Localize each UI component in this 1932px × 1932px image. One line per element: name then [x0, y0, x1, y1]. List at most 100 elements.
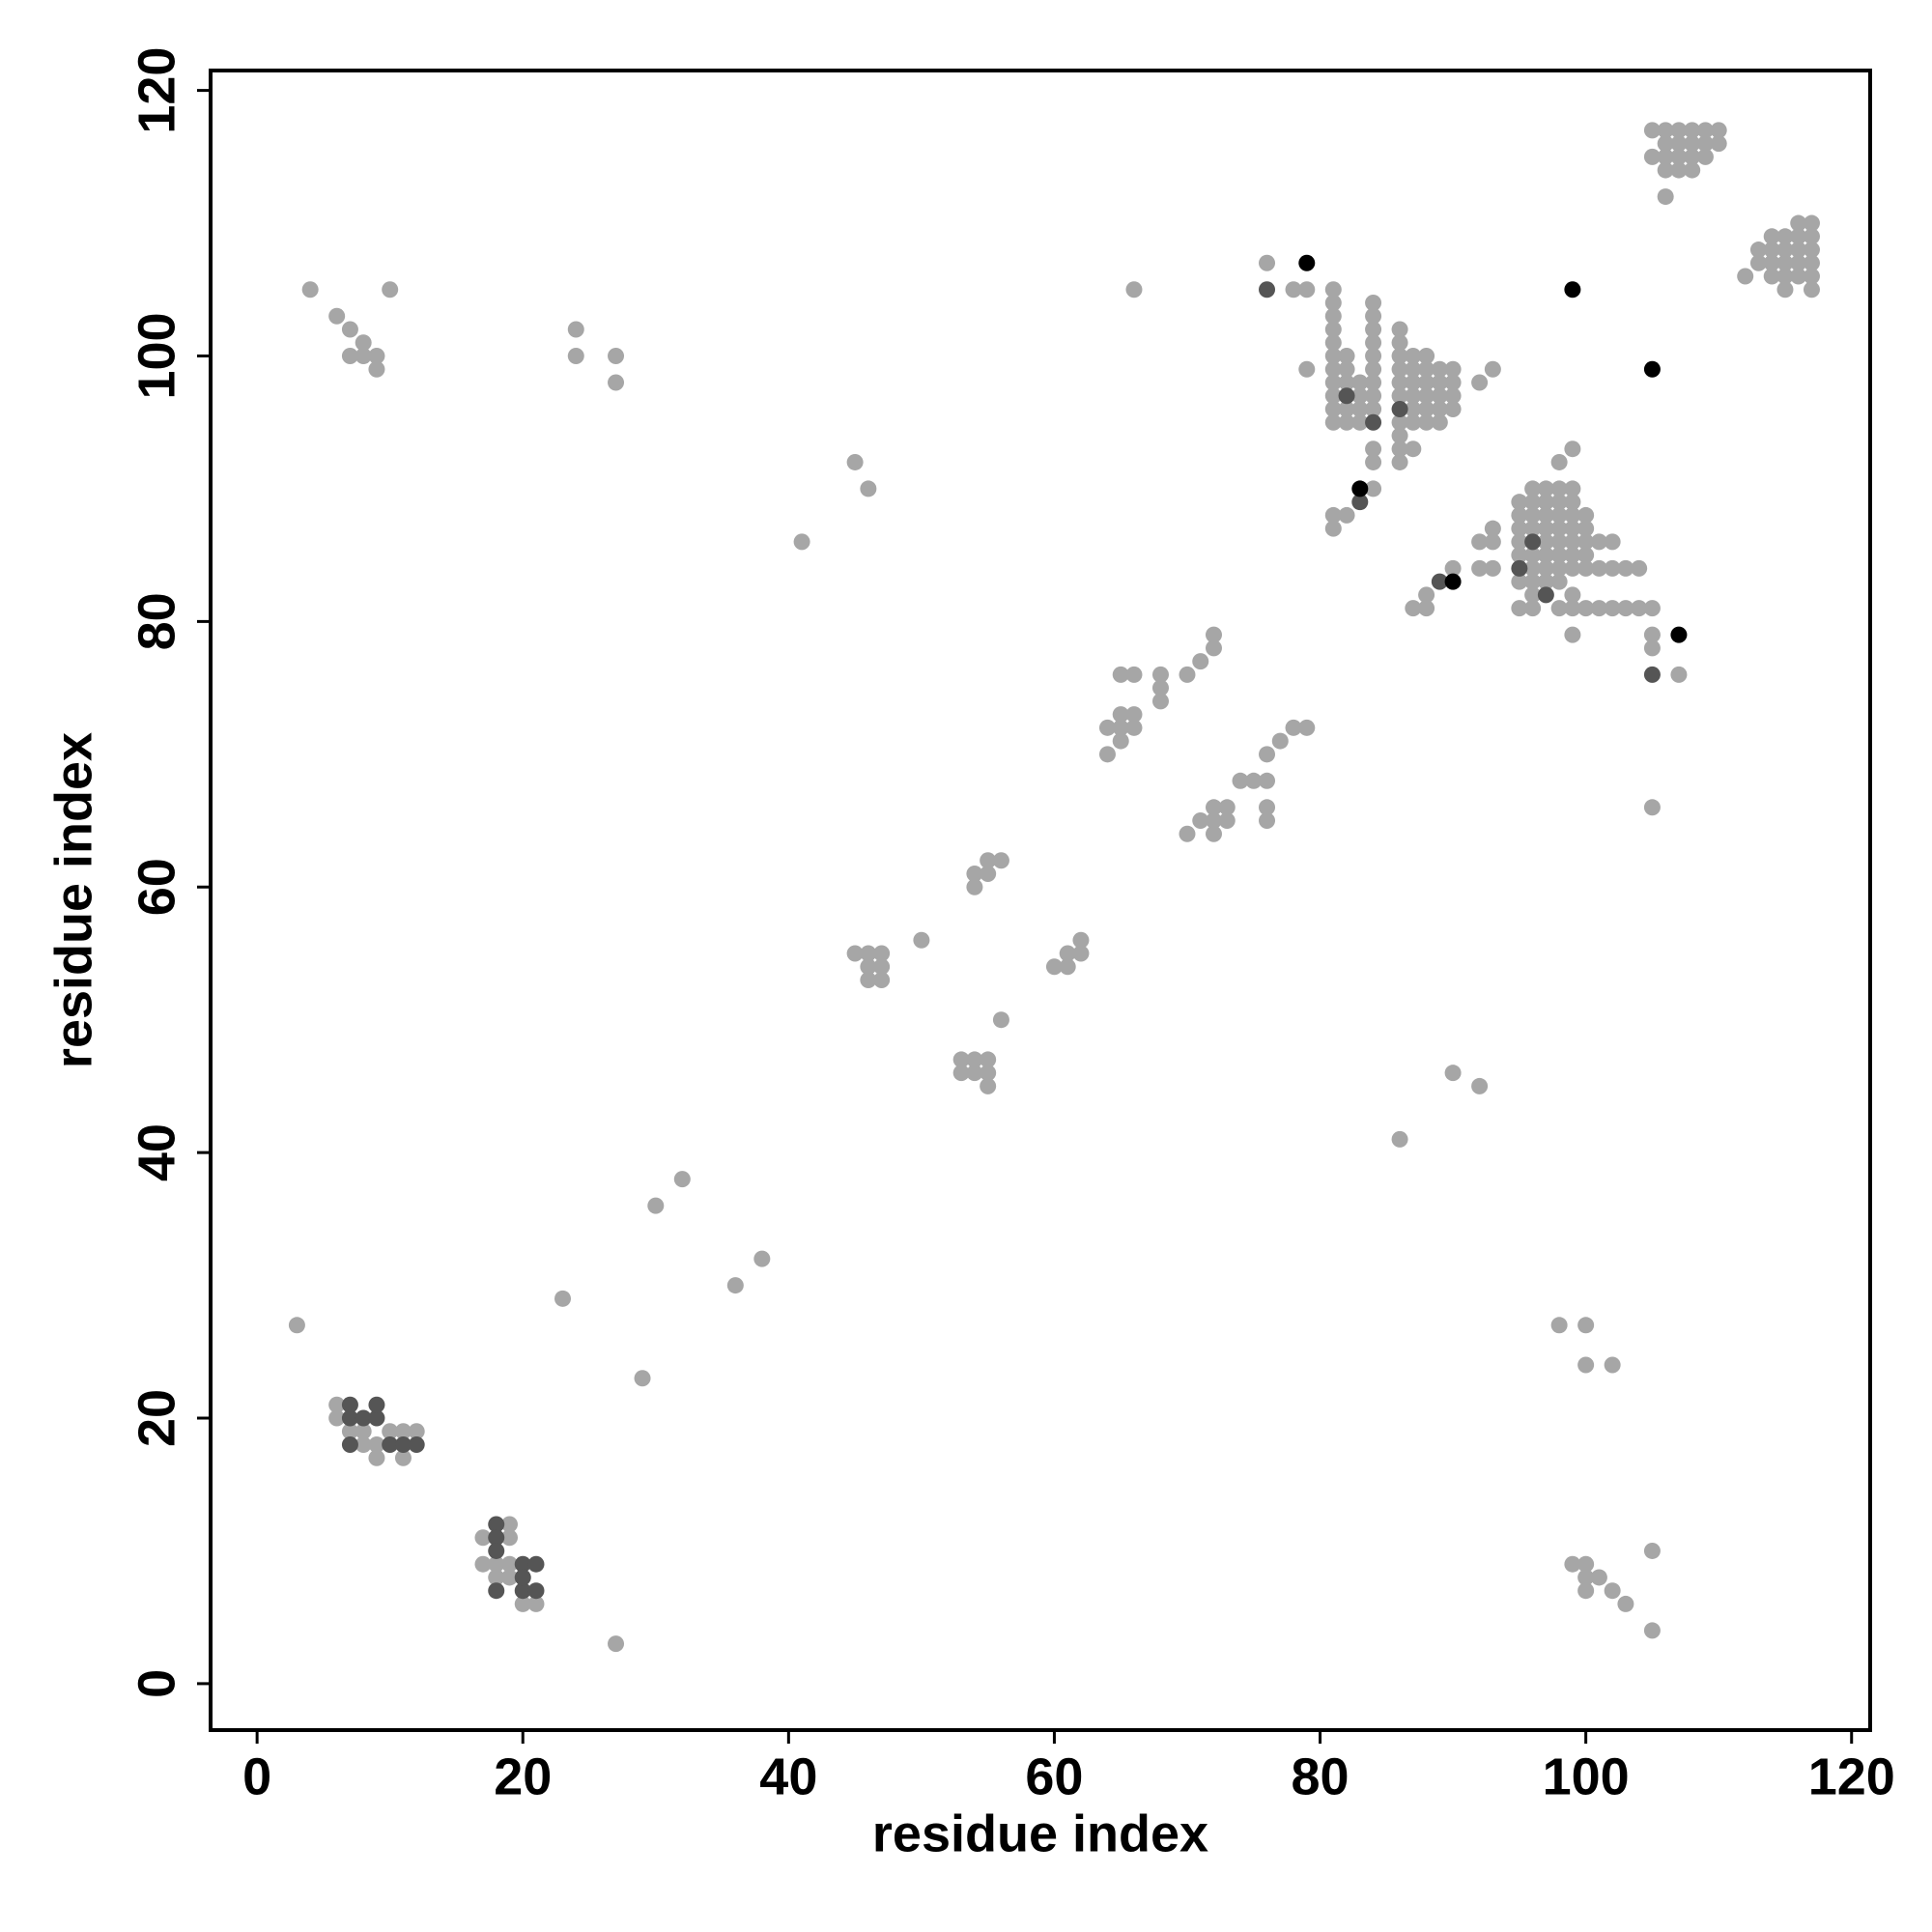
point [1524, 506, 1542, 524]
point [608, 1635, 625, 1653]
point [1524, 586, 1542, 604]
point [1537, 559, 1554, 577]
point [1657, 135, 1674, 153]
point [1604, 600, 1621, 617]
point [1670, 626, 1688, 643]
point [726, 1277, 744, 1294]
point [1670, 666, 1688, 683]
point [1684, 122, 1701, 139]
point [1550, 506, 1568, 524]
point [328, 1409, 346, 1427]
point [1112, 666, 1129, 683]
point [1365, 480, 1382, 497]
point [1550, 453, 1568, 470]
point [966, 1065, 983, 1082]
point [1259, 812, 1276, 830]
point [1045, 958, 1063, 976]
point [1511, 520, 1528, 537]
point [1550, 559, 1568, 577]
point [1151, 666, 1169, 683]
point [1351, 374, 1369, 391]
point [1511, 600, 1528, 617]
point [1590, 600, 1607, 617]
point [1391, 360, 1408, 378]
point [488, 1582, 505, 1600]
point [1643, 360, 1661, 378]
point [1590, 559, 1607, 577]
point [1577, 1356, 1595, 1374]
point [1431, 413, 1448, 431]
point [1524, 494, 1542, 511]
point [1471, 374, 1489, 391]
point [1537, 586, 1554, 604]
point [1763, 228, 1780, 245]
point [1511, 547, 1528, 564]
point [1391, 374, 1408, 391]
point [1259, 281, 1276, 298]
point [1351, 413, 1369, 431]
point [860, 480, 877, 497]
point [368, 1396, 385, 1413]
point [1405, 360, 1422, 378]
point [1098, 746, 1116, 763]
point [1604, 559, 1621, 577]
point [488, 1555, 505, 1573]
point [1365, 413, 1382, 431]
point [1524, 600, 1542, 617]
point [1298, 360, 1316, 378]
point [368, 347, 385, 364]
point [1285, 281, 1302, 298]
point [1590, 1569, 1607, 1586]
point [1763, 268, 1780, 285]
point [1537, 533, 1554, 551]
point [500, 1569, 518, 1586]
point [980, 852, 997, 869]
point [1444, 1065, 1462, 1082]
point [1391, 1130, 1408, 1148]
point [647, 1197, 665, 1214]
point [368, 1409, 385, 1427]
point [1125, 706, 1143, 724]
point [1763, 254, 1780, 271]
point [1511, 573, 1528, 590]
point [980, 866, 997, 883]
point [1511, 494, 1528, 511]
point [753, 1250, 771, 1267]
point [1391, 334, 1408, 352]
point [341, 347, 358, 364]
point [355, 1423, 372, 1440]
point [992, 1011, 1009, 1029]
point [1365, 307, 1382, 325]
point [1524, 520, 1542, 537]
point [1365, 334, 1382, 352]
point [1776, 254, 1794, 271]
point [1524, 533, 1542, 551]
point [1324, 321, 1342, 338]
point [1604, 1582, 1621, 1600]
point [1338, 360, 1355, 378]
point [1324, 520, 1342, 537]
point [1444, 374, 1462, 391]
point [1631, 600, 1648, 617]
point [1418, 387, 1435, 405]
y-tick-label: 20 [128, 1389, 185, 1447]
point [1405, 440, 1422, 458]
point [527, 1555, 545, 1573]
point [1550, 533, 1568, 551]
point [1431, 374, 1448, 391]
point [382, 1436, 399, 1454]
point [793, 533, 810, 551]
point [1151, 693, 1169, 710]
point [1444, 360, 1462, 378]
point [1790, 214, 1807, 232]
point [1577, 520, 1595, 537]
point [1418, 600, 1435, 617]
point [1245, 772, 1263, 789]
point [1192, 653, 1209, 670]
x-tick-label: 40 [759, 1747, 817, 1805]
point [1351, 400, 1369, 417]
point [1657, 148, 1674, 165]
point [1112, 706, 1129, 724]
plot-frame [209, 69, 1872, 1732]
